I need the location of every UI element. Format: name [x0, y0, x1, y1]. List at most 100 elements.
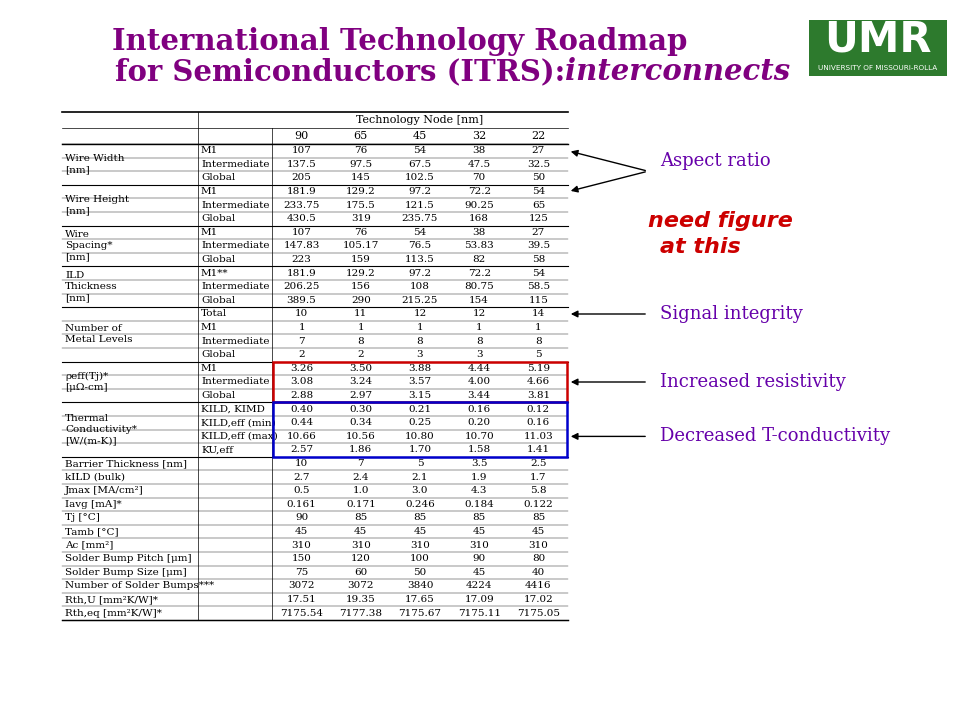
Text: 100: 100	[410, 554, 430, 563]
Text: 85: 85	[354, 513, 368, 523]
Text: 45: 45	[472, 527, 486, 536]
Text: Intermediate: Intermediate	[201, 282, 270, 292]
Text: 1.7: 1.7	[530, 473, 546, 482]
Text: 47.5: 47.5	[468, 160, 491, 169]
Text: Tj [°C]: Tj [°C]	[65, 513, 100, 523]
Text: 205: 205	[292, 174, 312, 182]
Text: 2.7: 2.7	[294, 473, 310, 482]
Bar	[809, 20, 947, 76]
Text: 156: 156	[350, 282, 371, 292]
Text: Wire
Spacing*
[nm]: Wire Spacing* [nm]	[65, 230, 112, 261]
Text: 76: 76	[354, 228, 368, 237]
Text: 154: 154	[469, 296, 490, 305]
Text: 115: 115	[528, 296, 548, 305]
Text: 3072: 3072	[288, 582, 315, 590]
Text: Solder Bump Pitch [μm]: Solder Bump Pitch [μm]	[65, 554, 192, 563]
Text: 5: 5	[535, 351, 541, 359]
Text: 97.2: 97.2	[408, 187, 432, 196]
Text: 0.5: 0.5	[294, 486, 310, 495]
Text: 58.5: 58.5	[527, 282, 550, 292]
Text: 90: 90	[472, 554, 486, 563]
Text: 58: 58	[532, 255, 545, 264]
Text: 3.15: 3.15	[408, 391, 432, 400]
Text: Intermediate: Intermediate	[201, 337, 270, 346]
Text: 3840: 3840	[407, 582, 433, 590]
Text: 11.03: 11.03	[523, 432, 553, 441]
Text: 10: 10	[295, 310, 308, 318]
Text: 1: 1	[476, 323, 483, 332]
Text: 137.5: 137.5	[287, 160, 317, 169]
Text: at this: at this	[660, 237, 741, 256]
Text: 147.83: 147.83	[283, 241, 320, 251]
Text: 3.88: 3.88	[408, 364, 432, 373]
Text: Global: Global	[201, 391, 235, 400]
Text: 2: 2	[357, 351, 364, 359]
Text: 290: 290	[350, 296, 371, 305]
Text: M1: M1	[201, 364, 218, 373]
Text: 2.57: 2.57	[290, 446, 313, 454]
Text: 4224: 4224	[466, 582, 492, 590]
Text: 3: 3	[476, 351, 483, 359]
Text: 10.56: 10.56	[346, 432, 375, 441]
Text: Intermediate: Intermediate	[201, 160, 270, 169]
Text: 27: 27	[532, 146, 545, 156]
Text: Aspect ratio: Aspect ratio	[660, 152, 771, 170]
Text: 65: 65	[532, 201, 545, 210]
Text: Number of Solder Bumps***: Number of Solder Bumps***	[65, 582, 214, 590]
Text: 3.5: 3.5	[471, 459, 488, 468]
Text: Rth,eq [mm²K/W]*: Rth,eq [mm²K/W]*	[65, 608, 162, 618]
Text: 0.25: 0.25	[408, 418, 432, 427]
Text: 8: 8	[476, 337, 483, 346]
Text: 54: 54	[414, 146, 426, 156]
Text: Intermediate: Intermediate	[201, 201, 270, 210]
Text: 3.08: 3.08	[290, 377, 313, 387]
Text: Tamb [°C]: Tamb [°C]	[65, 527, 119, 536]
Text: 175.5: 175.5	[346, 201, 375, 210]
Text: 8: 8	[357, 337, 364, 346]
Text: 85: 85	[532, 513, 545, 523]
Text: 120: 120	[350, 554, 371, 563]
Text: 310: 310	[292, 541, 312, 549]
Text: 223: 223	[292, 255, 312, 264]
Text: UMR: UMR	[825, 19, 932, 61]
Text: 125: 125	[528, 215, 548, 223]
Text: 7175.05: 7175.05	[516, 608, 560, 618]
Text: 50: 50	[414, 568, 426, 577]
Text: 1.41: 1.41	[527, 446, 550, 454]
Text: 7175.54: 7175.54	[280, 608, 324, 618]
Text: 11: 11	[354, 310, 368, 318]
Text: 3.50: 3.50	[349, 364, 372, 373]
Text: Global: Global	[201, 255, 235, 264]
Text: KILD,eff (max): KILD,eff (max)	[201, 432, 277, 441]
Text: 97.5: 97.5	[349, 160, 372, 169]
Text: 45: 45	[295, 527, 308, 536]
Text: 107: 107	[292, 146, 312, 156]
Text: 40: 40	[532, 568, 545, 577]
Text: 181.9: 181.9	[287, 187, 317, 196]
Text: Thermal
Conductivity*
[W/(m-K)]: Thermal Conductivity* [W/(m-K)]	[65, 414, 137, 445]
Text: 0.20: 0.20	[468, 418, 491, 427]
Text: 27: 27	[532, 228, 545, 237]
Text: 80.75: 80.75	[465, 282, 494, 292]
Text: Wire Width
[nm]: Wire Width [nm]	[65, 154, 125, 174]
Text: UNIVERSITY OF MISSOURI-ROLLA: UNIVERSITY OF MISSOURI-ROLLA	[818, 65, 938, 71]
Text: 2.97: 2.97	[349, 391, 372, 400]
Text: 5.19: 5.19	[527, 364, 550, 373]
Text: ρeff(Tj)*
[μΩ-cm]: ρeff(Tj)* [μΩ-cm]	[65, 372, 108, 392]
Text: Global: Global	[201, 351, 235, 359]
Text: kILD (bulk): kILD (bulk)	[65, 473, 125, 482]
Text: 45: 45	[414, 527, 426, 536]
Text: 0.171: 0.171	[346, 500, 375, 509]
Text: M1: M1	[201, 146, 218, 156]
Text: 235.75: 235.75	[402, 215, 438, 223]
Text: Increased resistivity: Increased resistivity	[660, 373, 846, 391]
Text: 0.30: 0.30	[349, 405, 372, 414]
Text: 3.57: 3.57	[408, 377, 432, 387]
Text: 150: 150	[292, 554, 312, 563]
Text: 4.44: 4.44	[468, 364, 491, 373]
Text: Wire Height
[nm]: Wire Height [nm]	[65, 195, 130, 215]
Text: M1: M1	[201, 228, 218, 237]
Text: for Semiconductors (ITRS):: for Semiconductors (ITRS):	[115, 58, 565, 86]
Text: 17.51: 17.51	[287, 595, 317, 604]
Text: Barrier Thickness [nm]: Barrier Thickness [nm]	[65, 459, 187, 468]
